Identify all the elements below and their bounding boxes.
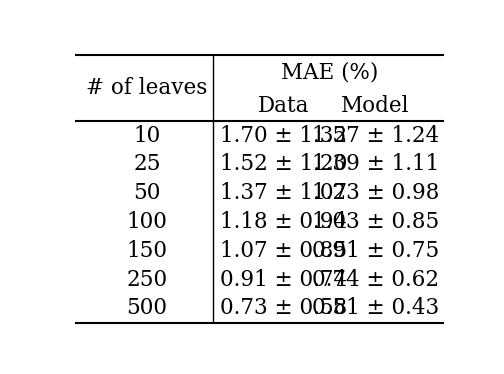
Text: 0.51 ± 0.43: 0.51 ± 0.43 <box>312 297 439 319</box>
Text: Model: Model <box>341 95 410 117</box>
Text: 1.23 ± 0.98: 1.23 ± 0.98 <box>312 182 439 204</box>
Text: 1.57 ± 1.24: 1.57 ± 1.24 <box>312 125 439 147</box>
Text: 10: 10 <box>134 125 161 147</box>
Text: 250: 250 <box>127 269 167 291</box>
Text: 100: 100 <box>127 211 167 233</box>
Text: 1.07 ± 0.85: 1.07 ± 0.85 <box>220 240 347 262</box>
Text: 1.70 ± 1.32: 1.70 ± 1.32 <box>220 125 347 147</box>
Text: 0.74 ± 0.62: 0.74 ± 0.62 <box>312 269 439 291</box>
Text: 0.73 ± 0.58: 0.73 ± 0.58 <box>220 297 347 319</box>
Text: 0.91 ± 0.75: 0.91 ± 0.75 <box>312 240 439 262</box>
Text: 0.91 ± 0.74: 0.91 ± 0.74 <box>220 269 347 291</box>
Text: 50: 50 <box>133 182 161 204</box>
Text: Data: Data <box>258 95 309 117</box>
Text: 25: 25 <box>133 153 161 175</box>
Text: 1.37 ± 1.07: 1.37 ± 1.07 <box>220 182 347 204</box>
Text: # of leaves: # of leaves <box>86 77 208 99</box>
Text: 1.52 ± 1.20: 1.52 ± 1.20 <box>220 153 347 175</box>
Text: 1.39 ± 1.11: 1.39 ± 1.11 <box>312 153 439 175</box>
Text: 150: 150 <box>127 240 167 262</box>
Text: 500: 500 <box>127 297 167 319</box>
Text: 1.03 ± 0.85: 1.03 ± 0.85 <box>312 211 439 233</box>
Text: MAE (%): MAE (%) <box>281 62 379 84</box>
Text: 1.18 ± 0.94: 1.18 ± 0.94 <box>220 211 347 233</box>
